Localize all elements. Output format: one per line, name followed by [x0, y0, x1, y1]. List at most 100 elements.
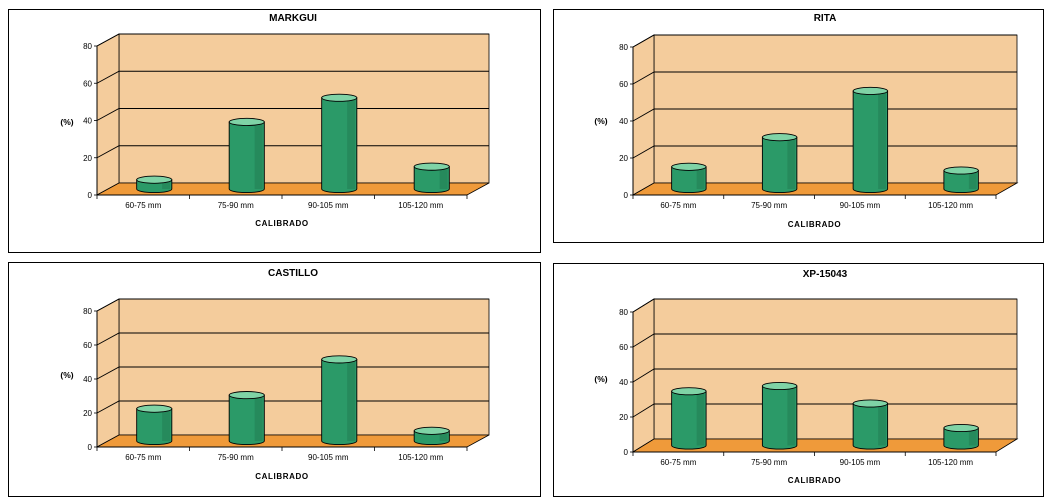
bar — [321, 93, 358, 194]
bar — [136, 404, 173, 446]
bar-body — [671, 390, 707, 450]
bar-body — [228, 121, 265, 194]
bar-top — [413, 426, 450, 435]
y-axis-label: (%) — [60, 117, 73, 127]
bar-shade — [162, 179, 171, 189]
y-tick-label: 0 — [624, 448, 629, 457]
x-axis-label: CALIBRADO — [255, 472, 308, 481]
bar — [943, 166, 979, 194]
bar-shade — [878, 90, 886, 189]
gridline — [632, 333, 1017, 348]
chart-xp15043: 0 20 40 60 80 60-75 mm 75-90 mm 90-105 mm 105-12… — [594, 269, 1019, 485]
bar-shade — [696, 391, 705, 446]
bar-shade — [347, 359, 356, 441]
y-tick-label: 40 — [83, 117, 92, 126]
bar-body — [943, 427, 979, 450]
bar — [761, 381, 798, 450]
x-tick-label: 75-90 mm — [751, 458, 787, 467]
bar — [228, 117, 265, 194]
gridline — [632, 368, 1017, 383]
bar — [228, 391, 265, 446]
bar-shade — [968, 428, 977, 446]
y-tick-label: 0 — [624, 191, 629, 200]
bar-shade — [162, 408, 171, 441]
gridline — [632, 108, 1017, 122]
chart-rita: 0 20 40 60 80 60-75 mm 75-90 mm 90-105 mm 105-12… — [594, 13, 1019, 229]
chart-title: RITA — [814, 13, 837, 24]
bar-shade — [696, 166, 705, 189]
bar — [671, 162, 707, 194]
bar-top — [761, 133, 798, 142]
y-tick-label: 20 — [619, 413, 628, 422]
bar — [852, 86, 889, 194]
y-tick-label: 80 — [83, 307, 92, 316]
bar-top — [413, 162, 450, 171]
x-axis-label: CALIBRADO — [788, 220, 841, 229]
chart-title: XP-15043 — [803, 269, 848, 280]
bar-top — [943, 166, 979, 175]
y-tick-label: 20 — [83, 154, 92, 163]
bar-body — [321, 358, 358, 446]
bar-shade — [787, 386, 796, 446]
bar-shade — [439, 166, 448, 189]
bar — [136, 175, 173, 194]
bar-body — [321, 97, 358, 194]
y-tick-label: 80 — [619, 308, 628, 317]
bar-top — [136, 175, 173, 184]
y-axis-label: (%) — [594, 116, 607, 126]
bar — [943, 423, 979, 450]
bar-shade — [968, 170, 977, 189]
bar-body — [852, 403, 889, 450]
chart-panel-xp15043: 0 20 40 60 80 60-75 mm 75-90 mm 90-105 mm 105-12… — [553, 263, 1044, 497]
x-tick-label: 105-120 mm — [928, 201, 973, 210]
gridline — [632, 145, 1017, 159]
x-axis-label: CALIBRADO — [788, 476, 841, 485]
y-axis-label: (%) — [60, 370, 73, 380]
bar-top — [136, 404, 173, 413]
bar-shade — [254, 121, 263, 189]
x-tick-label: 90-105 mm — [840, 458, 881, 467]
x-tick-label: 60-75 mm — [125, 453, 161, 462]
x-tick-label: 75-90 mm — [751, 201, 787, 210]
chart-castillo: 0 20 40 60 80 60-75 mm 75-90 mm 90-105 mm 105-12… — [60, 268, 490, 481]
x-tick-label: 90-105 mm — [308, 201, 349, 210]
gridline — [96, 366, 489, 380]
gridline — [632, 71, 1017, 85]
bar-body — [761, 385, 798, 450]
chart-title: MARKGUI — [269, 13, 317, 24]
bar-shade — [787, 137, 796, 189]
bar-top — [671, 387, 707, 396]
bar-top — [943, 423, 979, 433]
y-tick-label: 60 — [83, 341, 92, 350]
bar-shade — [347, 97, 356, 189]
y-tick-label: 0 — [88, 191, 93, 200]
bar — [321, 355, 358, 446]
gridline — [96, 298, 489, 312]
bar-body — [943, 170, 979, 194]
bar — [413, 426, 450, 446]
gridline — [96, 400, 489, 414]
y-tick-label: 20 — [619, 154, 628, 163]
y-tick-label: 40 — [619, 117, 628, 126]
bar-top — [852, 86, 889, 95]
y-tick-label: 60 — [619, 80, 628, 89]
x-axis-label: CALIBRADO — [255, 219, 308, 228]
y-tick-label: 40 — [619, 378, 628, 387]
x-tick-label: 60-75 mm — [125, 201, 161, 210]
chart-panel-rita: 0 20 40 60 80 60-75 mm 75-90 mm 90-105 mm 105-12… — [553, 9, 1044, 243]
bar-top — [852, 399, 889, 408]
bar-top — [671, 162, 707, 171]
bar-body — [761, 136, 798, 194]
bar — [852, 399, 889, 450]
y-tick-label: 80 — [83, 42, 92, 51]
gridline — [632, 298, 1017, 313]
gridline — [96, 70, 489, 84]
y-tick-label: 20 — [83, 409, 92, 418]
x-tick-label: 105-120 mm — [398, 453, 443, 462]
bar — [761, 133, 798, 194]
bar-top — [761, 381, 798, 391]
bar-top — [228, 117, 265, 126]
bar-shade — [878, 403, 886, 446]
gridline — [96, 108, 489, 121]
gridline — [632, 34, 1017, 48]
